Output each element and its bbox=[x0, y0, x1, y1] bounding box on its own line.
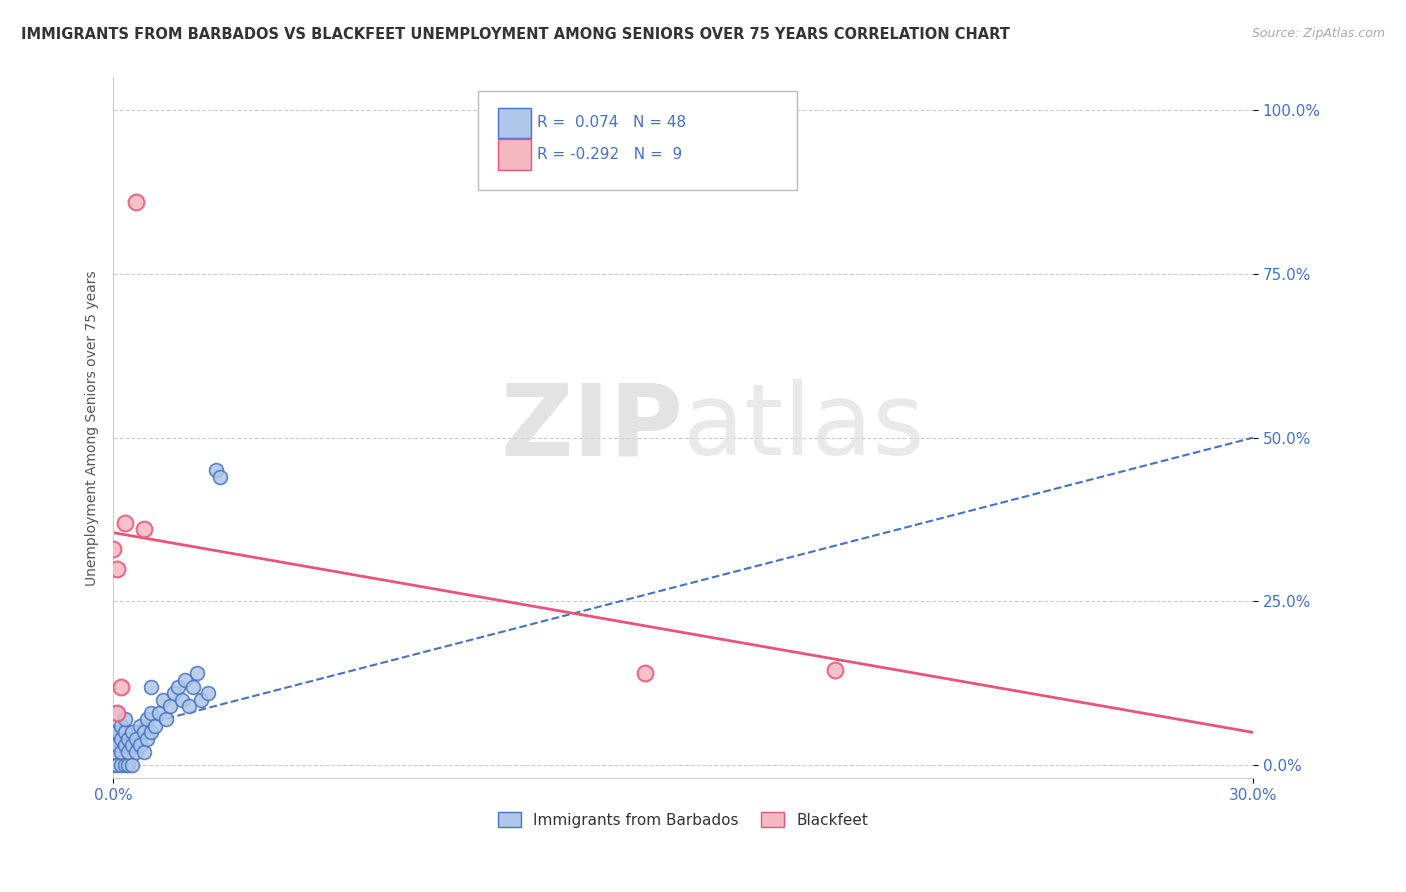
Point bbox=[143, 719, 166, 733]
Point bbox=[110, 745, 132, 759]
Point bbox=[132, 725, 155, 739]
Point bbox=[121, 725, 143, 739]
Point bbox=[103, 541, 125, 556]
Point bbox=[148, 706, 170, 720]
Point bbox=[634, 666, 657, 681]
FancyBboxPatch shape bbox=[499, 139, 531, 170]
Point bbox=[117, 745, 139, 759]
Point bbox=[114, 516, 136, 530]
Point bbox=[128, 719, 150, 733]
Point bbox=[136, 712, 159, 726]
Point bbox=[105, 725, 128, 739]
Point bbox=[110, 731, 132, 746]
Point bbox=[824, 663, 846, 677]
Point bbox=[110, 719, 132, 733]
Point bbox=[114, 725, 136, 739]
Text: R =  0.074   N = 48: R = 0.074 N = 48 bbox=[537, 115, 686, 130]
Point bbox=[114, 739, 136, 753]
Point bbox=[121, 758, 143, 772]
Point bbox=[105, 758, 128, 772]
Point bbox=[114, 712, 136, 726]
Point bbox=[125, 731, 148, 746]
Text: Source: ZipAtlas.com: Source: ZipAtlas.com bbox=[1251, 27, 1385, 40]
Point bbox=[128, 739, 150, 753]
Point bbox=[141, 725, 163, 739]
Point bbox=[159, 699, 181, 714]
Point bbox=[132, 745, 155, 759]
Point bbox=[170, 692, 193, 706]
Legend: Immigrants from Barbados, Blackfeet: Immigrants from Barbados, Blackfeet bbox=[492, 805, 875, 834]
Point bbox=[110, 758, 132, 772]
Point bbox=[181, 680, 204, 694]
Point bbox=[186, 666, 208, 681]
Point bbox=[103, 725, 125, 739]
Point bbox=[136, 731, 159, 746]
Point bbox=[103, 758, 125, 772]
Point bbox=[197, 686, 219, 700]
Point bbox=[208, 470, 231, 484]
Point bbox=[155, 712, 177, 726]
Text: ZIP: ZIP bbox=[501, 379, 683, 476]
Point bbox=[141, 680, 163, 694]
Point bbox=[117, 731, 139, 746]
Point bbox=[121, 739, 143, 753]
Point bbox=[114, 758, 136, 772]
FancyBboxPatch shape bbox=[478, 92, 797, 190]
Point bbox=[125, 745, 148, 759]
Point bbox=[174, 673, 197, 687]
Point bbox=[141, 706, 163, 720]
Point bbox=[117, 758, 139, 772]
Point bbox=[105, 561, 128, 575]
Y-axis label: Unemployment Among Seniors over 75 years: Unemployment Among Seniors over 75 years bbox=[86, 270, 100, 586]
Point bbox=[152, 692, 174, 706]
Point bbox=[105, 739, 128, 753]
Point bbox=[132, 522, 155, 536]
Point bbox=[105, 706, 128, 720]
Point bbox=[190, 692, 212, 706]
Text: IMMIGRANTS FROM BARBADOS VS BLACKFEET UNEMPLOYMENT AMONG SENIORS OVER 75 YEARS C: IMMIGRANTS FROM BARBADOS VS BLACKFEET UN… bbox=[21, 27, 1010, 42]
Text: atlas: atlas bbox=[683, 379, 925, 476]
Point bbox=[110, 680, 132, 694]
Point bbox=[204, 463, 226, 477]
FancyBboxPatch shape bbox=[499, 108, 531, 138]
Point bbox=[105, 706, 128, 720]
Point bbox=[103, 745, 125, 759]
Point bbox=[166, 680, 188, 694]
Point bbox=[179, 699, 201, 714]
Text: R = -0.292   N =  9: R = -0.292 N = 9 bbox=[537, 147, 682, 162]
Point bbox=[125, 194, 148, 209]
Point bbox=[163, 686, 186, 700]
